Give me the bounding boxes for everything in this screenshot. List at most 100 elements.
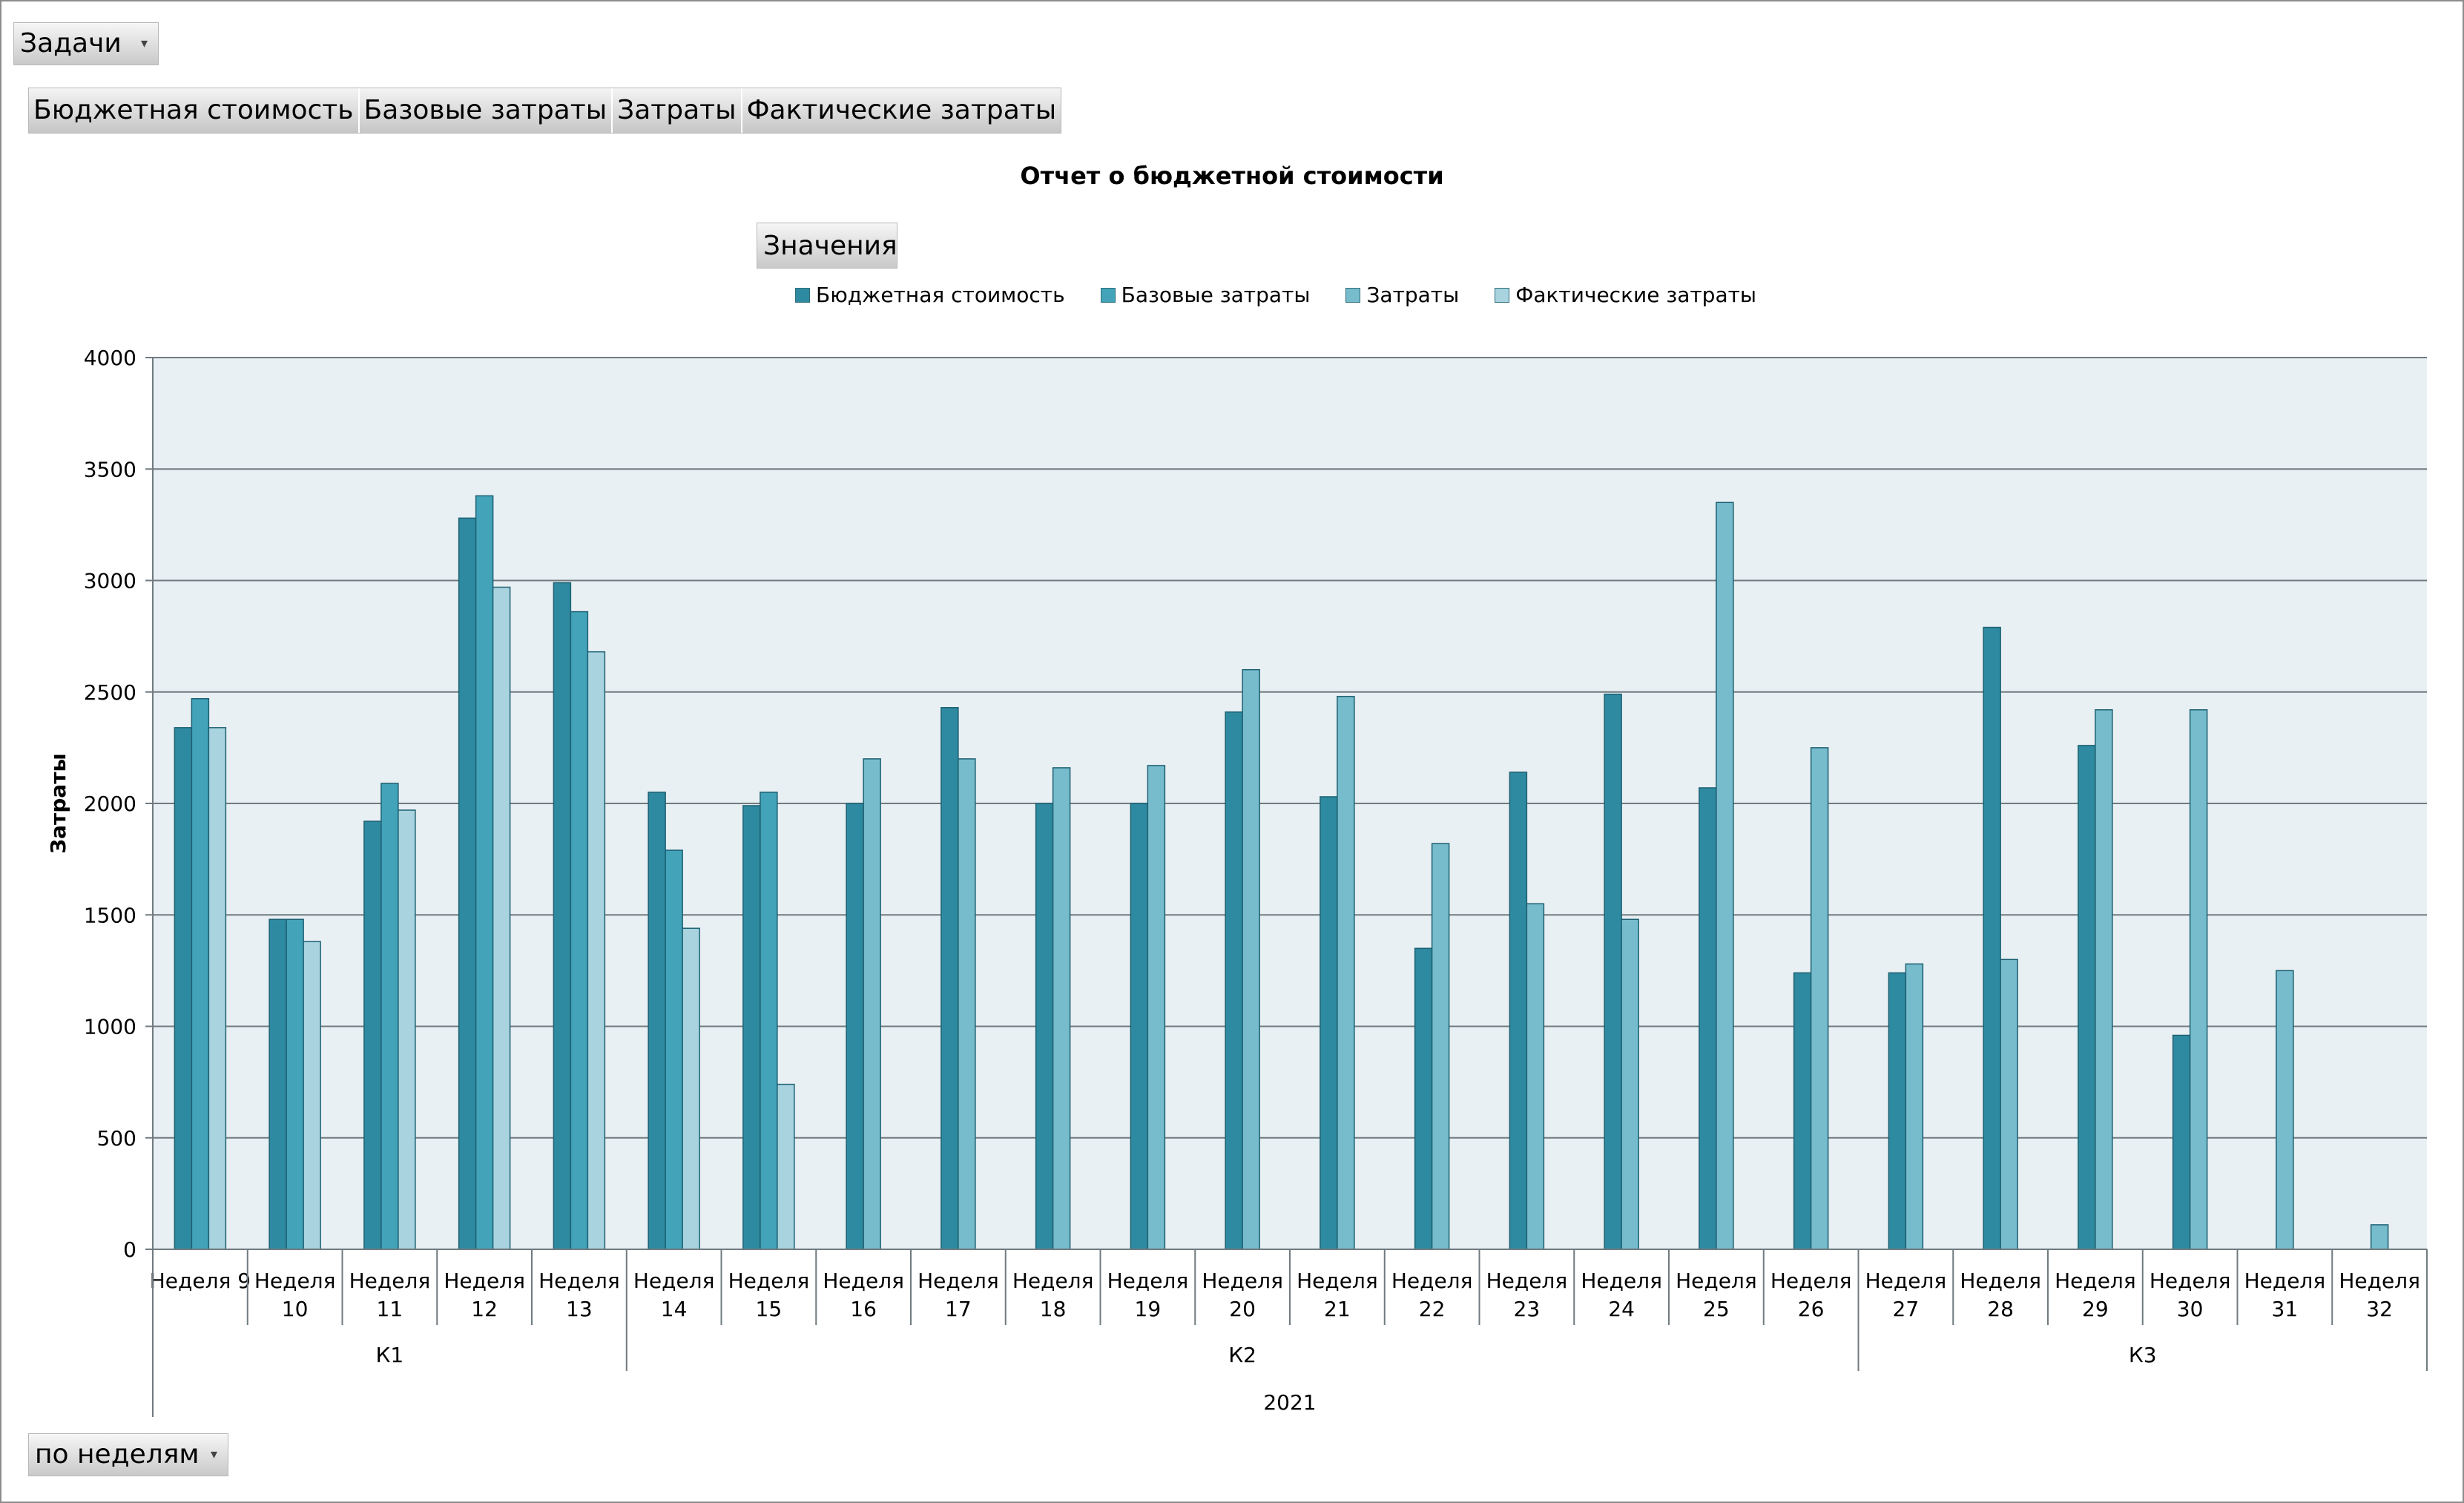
y-tick-label: 2000 bbox=[84, 792, 136, 816]
x-tick-label: Неделя 17 bbox=[918, 1269, 999, 1321]
chart-legend: Бюджетная стоимость Базовые затраты Затр… bbox=[795, 280, 1792, 310]
bar bbox=[1130, 803, 1149, 1250]
year-label: 2021 bbox=[1263, 1390, 1316, 1415]
legend-swatch bbox=[1345, 288, 1361, 303]
x-tick-label: Неделя 11 bbox=[349, 1269, 431, 1321]
x-tick-label: Неделя 18 bbox=[1012, 1269, 1094, 1321]
quarter-label: К3 bbox=[2129, 1343, 2157, 1367]
period-dropdown[interactable]: по неделям ▾ bbox=[28, 1433, 228, 1476]
bar bbox=[665, 849, 683, 1250]
values-button[interactable]: Значения bbox=[757, 223, 897, 269]
bar bbox=[2095, 709, 2113, 1250]
bar bbox=[1431, 843, 1450, 1250]
bar bbox=[1242, 668, 1260, 1250]
y-tick-label: 1000 bbox=[84, 1015, 136, 1039]
x-tick-label: Неделя 29 bbox=[2055, 1269, 2136, 1321]
y-axis-label: Затраты bbox=[46, 753, 70, 854]
bar bbox=[587, 651, 606, 1250]
bar bbox=[492, 586, 511, 1250]
quarter-label: К2 bbox=[1228, 1343, 1256, 1367]
values-button-label: Значения bbox=[763, 231, 897, 261]
bar bbox=[777, 1083, 795, 1250]
y-tick-label: 3500 bbox=[84, 457, 136, 481]
bar bbox=[648, 792, 666, 1250]
bar bbox=[2000, 958, 2018, 1250]
x-tick-label: Неделя 31 bbox=[2244, 1269, 2326, 1321]
bar bbox=[174, 727, 193, 1250]
legend-item-actual-cost: Фактические затраты bbox=[1495, 280, 1756, 310]
x-tick-label: Неделя 15 bbox=[728, 1269, 810, 1321]
y-tick-label: 3000 bbox=[84, 569, 136, 593]
bar bbox=[1621, 918, 1639, 1250]
x-tick-label: Неделя 13 bbox=[538, 1269, 620, 1321]
dropdown-arrow-icon: ▾ bbox=[140, 36, 148, 51]
bar bbox=[1810, 747, 1829, 1250]
field-baseline-cost[interactable]: Базовые затраты bbox=[360, 88, 613, 133]
legend-item-cost: Затраты bbox=[1345, 280, 1459, 310]
bar bbox=[570, 611, 589, 1250]
x-tick-label: Неделя 30 bbox=[2150, 1269, 2231, 1321]
legend-label: Базовые затраты bbox=[1121, 283, 1311, 307]
bar bbox=[458, 517, 477, 1250]
legend-label: Затраты bbox=[1366, 283, 1460, 307]
x-tick-label: Неделя 9 bbox=[150, 1269, 251, 1293]
bar bbox=[760, 792, 778, 1250]
bar bbox=[1052, 767, 1071, 1250]
bar bbox=[958, 758, 976, 1250]
y-tick-label: 4000 bbox=[84, 346, 136, 370]
bar bbox=[269, 918, 287, 1250]
x-tick-label: Неделя 25 bbox=[1676, 1269, 1757, 1321]
x-tick-label: Неделя 24 bbox=[1581, 1269, 1662, 1321]
bar bbox=[2172, 1034, 2191, 1250]
bar bbox=[475, 495, 494, 1250]
x-tick-label: Неделя 27 bbox=[1865, 1269, 1947, 1321]
tasks-filter-dropdown[interactable]: Задачи ▾ bbox=[13, 22, 159, 65]
bar bbox=[363, 820, 382, 1250]
bar bbox=[398, 809, 416, 1250]
field-budget-cost[interactable]: Бюджетная стоимость bbox=[29, 88, 360, 133]
y-tick-label: 1500 bbox=[84, 903, 136, 927]
bar bbox=[2370, 1224, 2389, 1250]
bar bbox=[742, 805, 761, 1250]
bar bbox=[1983, 626, 2001, 1250]
bar bbox=[1716, 501, 1734, 1250]
quarter-label: К1 bbox=[376, 1343, 404, 1367]
y-tick-label: 0 bbox=[123, 1237, 136, 1262]
bar bbox=[1414, 947, 1433, 1250]
x-tick-label: Неделя 26 bbox=[1770, 1269, 1852, 1321]
bar bbox=[1225, 711, 1243, 1250]
bar bbox=[303, 941, 321, 1250]
dropdown-arrow-icon: ▾ bbox=[210, 1447, 217, 1462]
field-cost[interactable]: Затраты bbox=[613, 88, 742, 133]
bar bbox=[2078, 745, 2096, 1250]
bar bbox=[191, 698, 210, 1250]
field-actual-cost[interactable]: Фактические затраты bbox=[746, 95, 1057, 125]
bar bbox=[1035, 803, 1054, 1250]
bar bbox=[381, 783, 399, 1250]
period-label: по неделям bbox=[35, 1439, 200, 1470]
legend-swatch bbox=[795, 288, 810, 303]
bar bbox=[553, 582, 572, 1250]
y-tick-label: 500 bbox=[97, 1126, 136, 1151]
legend-item-budget-cost: Бюджетная стоимость bbox=[795, 280, 1065, 310]
bar bbox=[2276, 970, 2294, 1250]
x-tick-label: Неделя 19 bbox=[1107, 1269, 1189, 1321]
bar bbox=[682, 927, 700, 1250]
bar bbox=[1320, 796, 1338, 1250]
y-tick-label: 2500 bbox=[84, 680, 136, 705]
legend-item-baseline-cost: Базовые затраты bbox=[1100, 280, 1311, 310]
tasks-filter-label: Задачи bbox=[20, 28, 122, 59]
bar bbox=[286, 918, 304, 1250]
x-tick-label: Неделя 21 bbox=[1297, 1269, 1378, 1321]
bar bbox=[2189, 709, 2208, 1250]
x-tick-label: Неделя 12 bbox=[444, 1269, 525, 1321]
bar bbox=[1905, 963, 1924, 1250]
bar bbox=[846, 803, 864, 1250]
bar bbox=[1337, 696, 1355, 1250]
bar bbox=[208, 727, 227, 1250]
x-tick-label: Неделя 32 bbox=[2339, 1269, 2420, 1321]
legend-swatch bbox=[1495, 288, 1510, 303]
value-fields-bar: Бюджетная стоимость Базовые затраты Затр… bbox=[28, 88, 1062, 134]
